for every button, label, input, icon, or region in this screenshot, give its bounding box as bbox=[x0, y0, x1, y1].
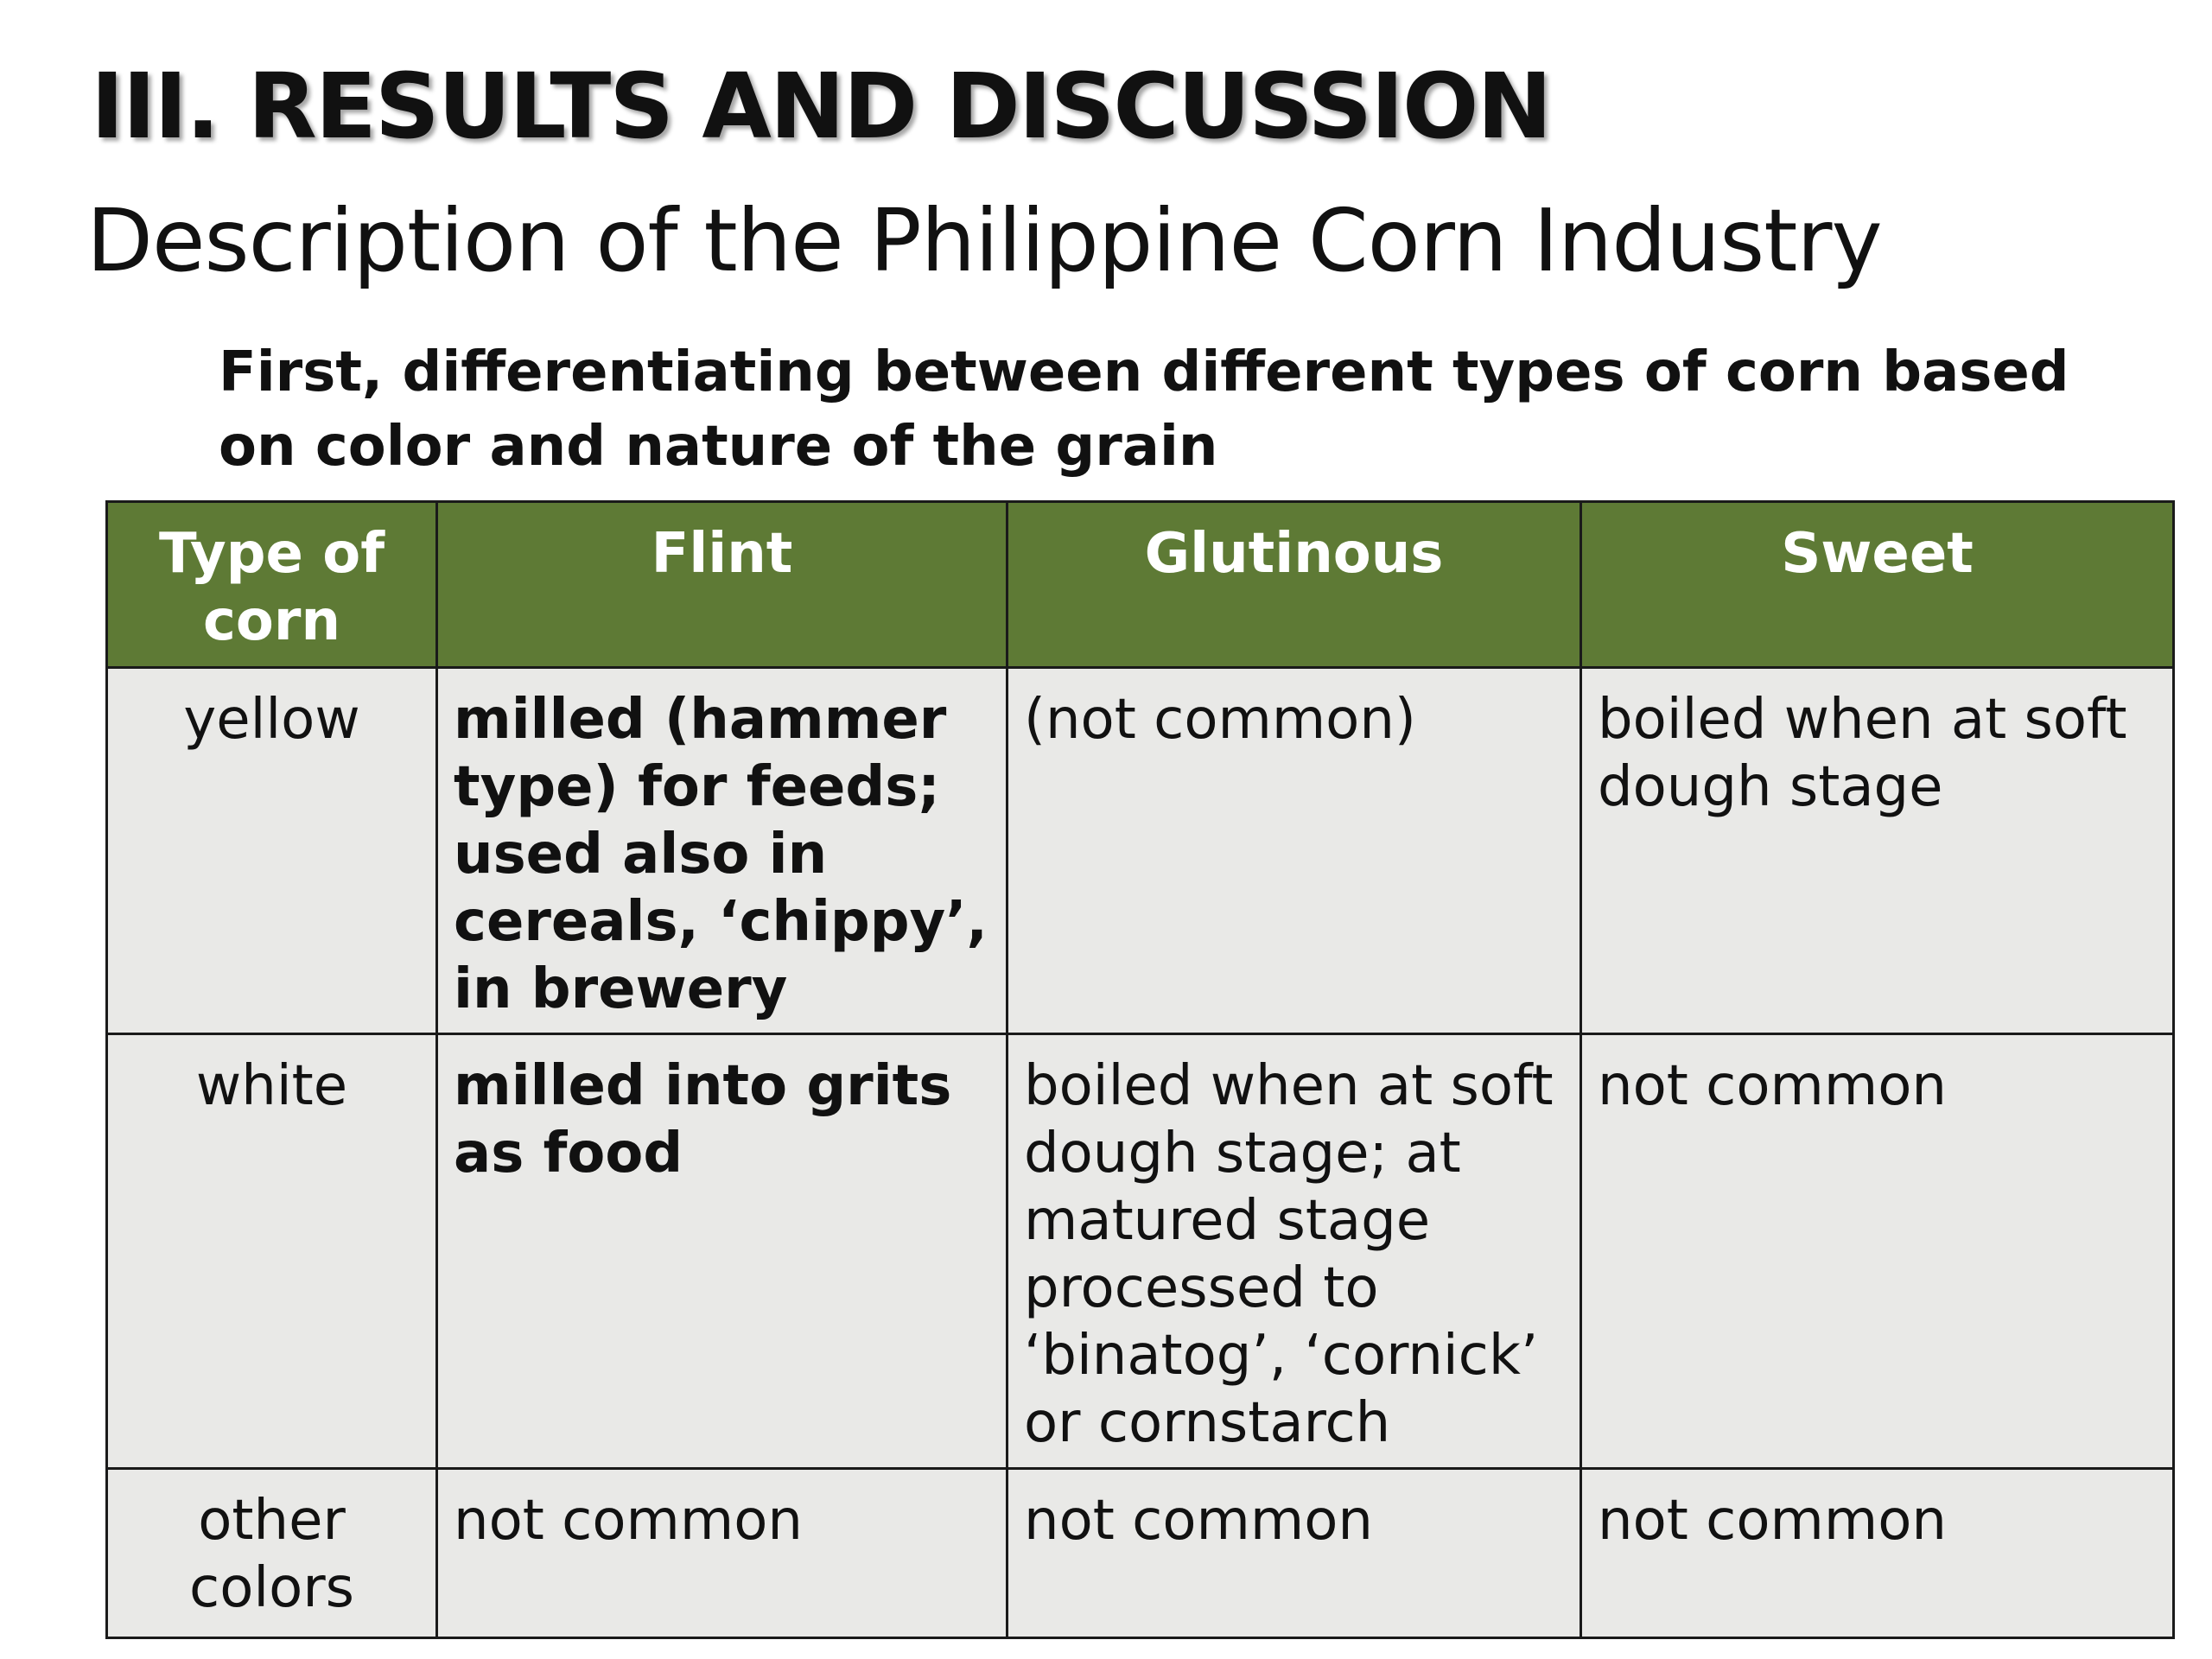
cell-type: yellow bbox=[105, 666, 438, 1035]
cell-flint: milled (hammer type) for feeds; used als… bbox=[435, 666, 1008, 1035]
cell-type: other colors bbox=[105, 1467, 438, 1639]
table-row: yellow milled (hammer type) for feeds; u… bbox=[105, 666, 2175, 1035]
header-glutinous: Glutinous bbox=[1006, 500, 1582, 669]
table-header-row: Type of corn Flint Glutinous Sweet bbox=[105, 500, 2175, 669]
cell-type: white bbox=[105, 1033, 438, 1470]
corn-types-table: Type of corn Flint Glutinous Sweet yello… bbox=[105, 500, 2175, 1639]
cell-sweet: boiled when at soft dough stage bbox=[1580, 666, 2175, 1035]
intro-text: First, differentiating between different… bbox=[219, 340, 2069, 479]
cell-glutinous: not common bbox=[1006, 1467, 1582, 1639]
cell-glutinous: boiled when at soft dough stage; at matu… bbox=[1006, 1033, 1582, 1470]
header-sweet: Sweet bbox=[1580, 500, 2175, 669]
slide-heading: III. RESULTS AND DISCUSSION bbox=[91, 54, 1552, 159]
cell-glutinous: (not common) bbox=[1006, 666, 1582, 1035]
header-flint: Flint bbox=[435, 500, 1008, 669]
cell-flint: not common bbox=[435, 1467, 1008, 1639]
cell-sweet: not common bbox=[1580, 1033, 2175, 1470]
slide-subheading: Description of the Philippine Corn Indus… bbox=[86, 190, 1883, 291]
cell-sweet: not common bbox=[1580, 1467, 2175, 1639]
table-row: white milled into grits as food boiled w… bbox=[105, 1033, 2175, 1470]
header-type-of-corn: Type of corn bbox=[105, 500, 438, 669]
table-row: other colors not common not common not c… bbox=[105, 1467, 2175, 1639]
cell-flint: milled into grits as food bbox=[435, 1033, 1008, 1470]
